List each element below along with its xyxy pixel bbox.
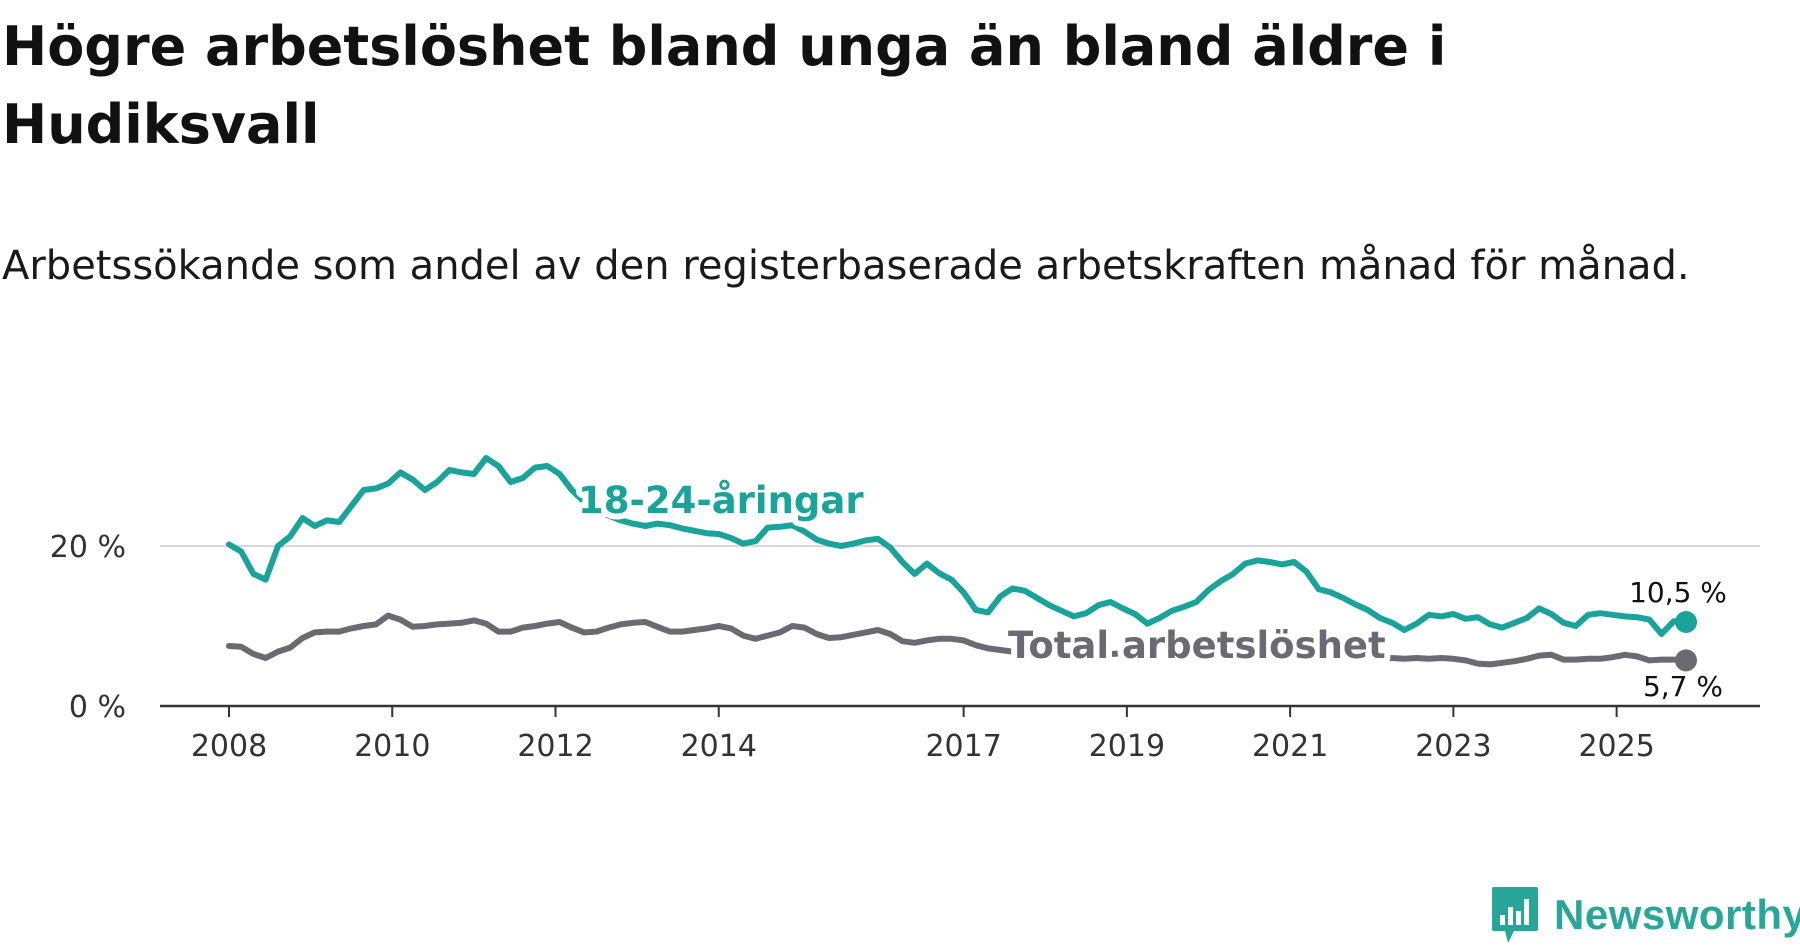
- series-layer: [226, 455, 1697, 672]
- bar-chart-bubble-icon: [1492, 887, 1538, 943]
- chart-subtitle: Arbetssökande som andel av den registerb…: [2, 243, 1690, 289]
- x-tick-label: 2014: [681, 729, 757, 764]
- newsworthy-logo: Newsworthy: [1490, 880, 1800, 950]
- x-tick-label: 2025: [1578, 729, 1654, 764]
- series-end-dot-1: [1675, 649, 1697, 672]
- y-tick-label: 0 %: [69, 690, 126, 725]
- x-tick-label: 2019: [1089, 729, 1165, 764]
- series-label-1: Total arbetslöshet: [1008, 624, 1386, 667]
- x-axis: 2008 2010 2012 2014 2017 2019 2021 2023 2025: [160, 704, 1760, 764]
- x-tick-label: 2012: [517, 729, 593, 764]
- x-tick-label: 2008: [191, 729, 267, 764]
- x-tick-label: 2017: [925, 729, 1001, 764]
- series-end-label-0: 10,5 %: [1629, 576, 1727, 609]
- label-layer: 18-24-åringar Total arbetslöshet 10,5 % 5,7…: [572, 473, 1731, 707]
- x-tick-label: 2010: [354, 729, 430, 764]
- brand-name: Newsworthy: [1554, 891, 1800, 938]
- series-line-1: [226, 612, 1689, 668]
- y-tick-label: 20 %: [50, 530, 126, 565]
- series-label-0: 18-24-åringar: [578, 479, 864, 522]
- grid-layer: 0 % 20 %: [50, 530, 1760, 725]
- x-tick-label: 2023: [1415, 729, 1491, 764]
- series-line-0: [226, 455, 1689, 637]
- chart-title: Högre arbetslöshet bland unga än bland ä…: [2, 15, 1447, 156]
- series-end-label-1: 5,7 %: [1643, 670, 1723, 703]
- series-end-dot-0: [1675, 611, 1697, 633]
- x-tick-label: 2021: [1252, 729, 1328, 764]
